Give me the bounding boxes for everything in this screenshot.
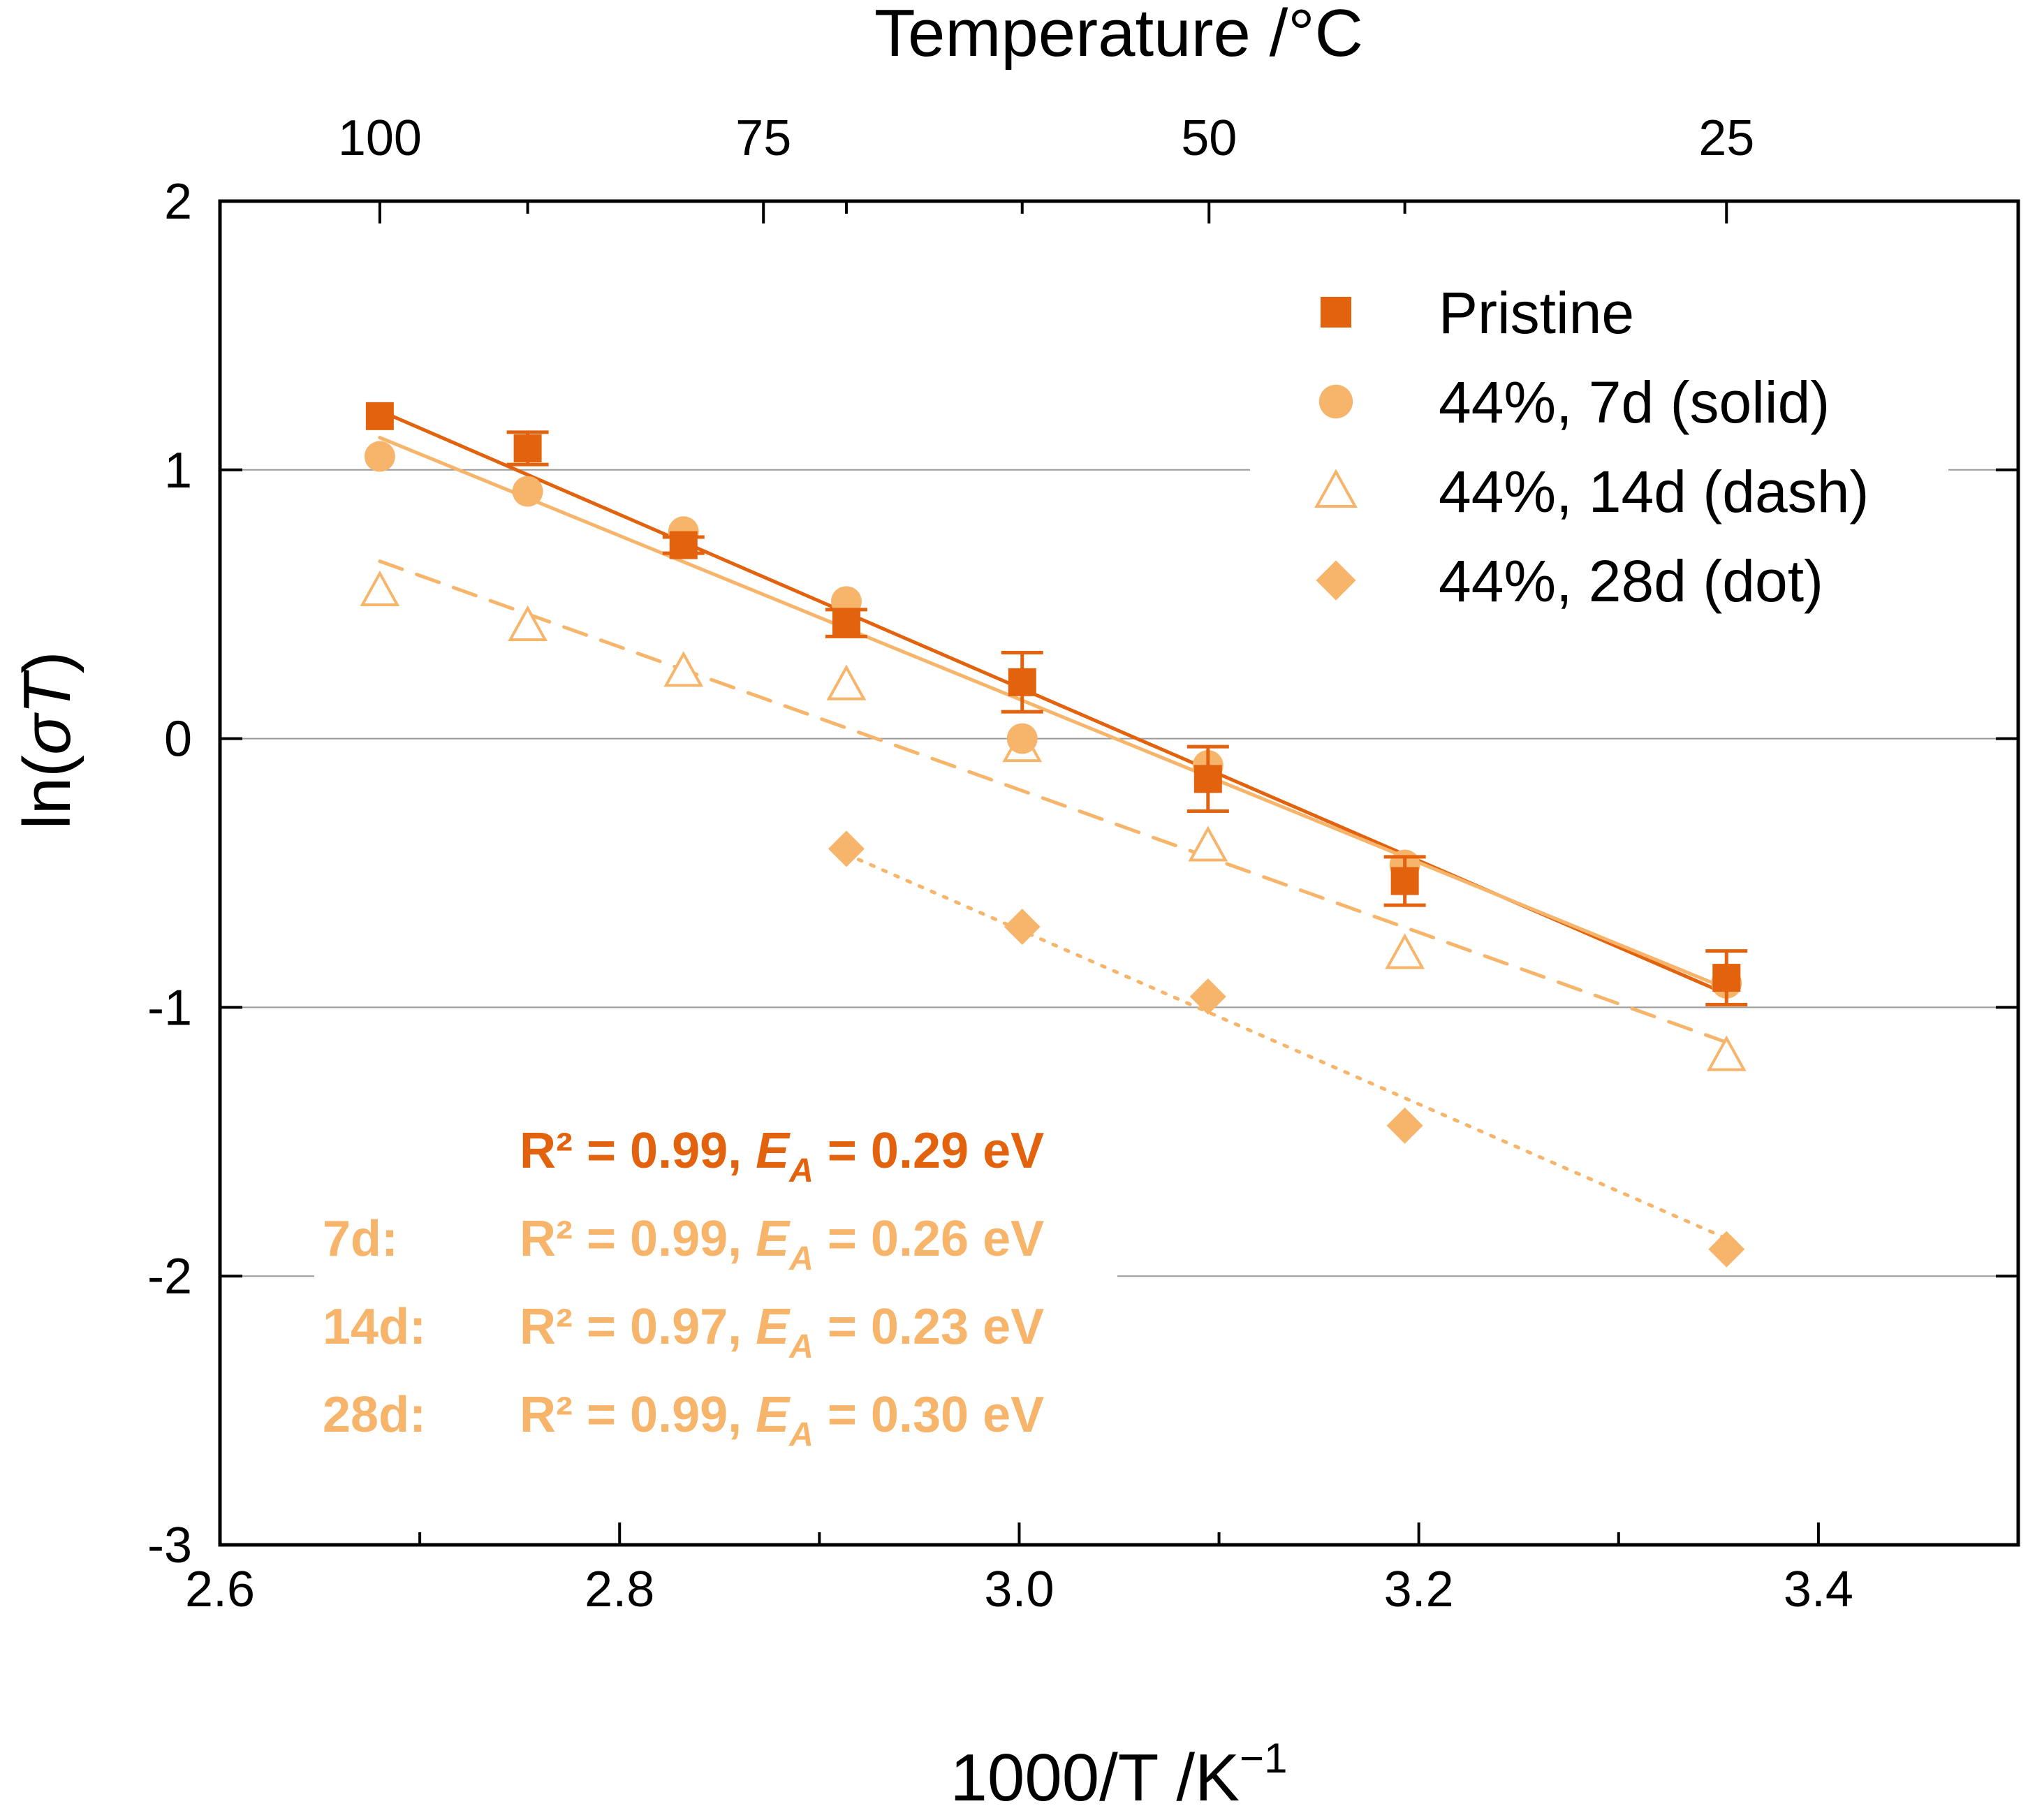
legend-marker bbox=[1321, 297, 1351, 328]
legend-label: 44%, 7d (solid) bbox=[1439, 369, 1830, 435]
top-tick-label: 25 bbox=[1698, 110, 1754, 166]
y-tick-label: -1 bbox=[147, 980, 192, 1036]
data-point-series-0 bbox=[832, 609, 860, 638]
data-point-series-3 bbox=[1708, 1231, 1745, 1268]
y-axis-title: ln(σT) bbox=[10, 651, 84, 829]
x-tick-label: 2.8 bbox=[585, 1562, 654, 1617]
legend-marker bbox=[1314, 469, 1358, 508]
annotation-fit-stats: R² = 0.97, EA = 0.23 eV bbox=[520, 1299, 1044, 1365]
top-axis-title: Temperature /°C bbox=[874, 0, 1363, 71]
data-point-series-2 bbox=[1706, 1035, 1747, 1071]
legend: Pristine 44%, 7d (solid) 44%, 14d (dash) 44… bbox=[1250, 264, 1948, 634]
x-tick-label: 3.2 bbox=[1384, 1562, 1454, 1617]
data-point-series-2 bbox=[1385, 933, 1425, 969]
y-tick-label: -3 bbox=[147, 1518, 192, 1573]
legend-marker bbox=[1318, 384, 1353, 419]
data-point-series-2 bbox=[508, 605, 548, 641]
fit-line-series-3 bbox=[844, 852, 1728, 1240]
data-point-series-0 bbox=[1712, 964, 1741, 992]
annotation-fit-stats: R² = 0.99, EA = 0.26 eV bbox=[520, 1211, 1044, 1277]
annotation-prefix: 14d: bbox=[323, 1299, 426, 1355]
data-point-series-2 bbox=[826, 664, 867, 700]
fit-lines-layer bbox=[378, 409, 1728, 1240]
legend-label: 44%, 14d (dash) bbox=[1439, 459, 1869, 524]
legend-label: 44%, 28d (dot) bbox=[1439, 548, 1823, 614]
annotation-fit-stats: R² = 0.99, EA = 0.29 eV bbox=[520, 1123, 1044, 1189]
data-point-series-1 bbox=[1006, 723, 1038, 754]
x-axis-title: 1000/T /K−1 bbox=[950, 1735, 1288, 1815]
data-point-series-0 bbox=[365, 402, 394, 430]
data-point-series-3 bbox=[828, 830, 865, 867]
annotation-fit-stats: R² = 0.99, EA = 0.30 eV bbox=[520, 1387, 1044, 1453]
data-point-series-3 bbox=[1189, 978, 1226, 1015]
x-tick-label: 3.4 bbox=[1784, 1562, 1853, 1617]
annotation-prefix: 28d: bbox=[323, 1387, 426, 1443]
data-point-series-1 bbox=[364, 441, 395, 472]
markers-layer bbox=[360, 402, 1748, 1268]
data-point-series-0 bbox=[1390, 867, 1419, 895]
x-axis-title-superscript: −1 bbox=[1240, 1735, 1287, 1782]
legend-label: Pristine bbox=[1439, 280, 1634, 346]
annotation-prefix: 7d: bbox=[323, 1211, 398, 1267]
x-axis-title-main: 1000/T /K bbox=[950, 1740, 1240, 1815]
x-tick-label: 2.6 bbox=[185, 1562, 255, 1617]
legend-background bbox=[1250, 264, 1948, 634]
y-tick-label: -2 bbox=[147, 1249, 192, 1305]
data-point-series-0 bbox=[513, 434, 542, 463]
data-point-series-0 bbox=[1193, 765, 1222, 793]
y-tick-label: 0 bbox=[164, 712, 192, 768]
data-point-series-3 bbox=[1386, 1107, 1423, 1144]
data-point-series-3 bbox=[1004, 908, 1041, 945]
data-point-series-0 bbox=[1008, 668, 1036, 696]
data-point-series-1 bbox=[512, 476, 543, 507]
legend-marker bbox=[1316, 560, 1356, 601]
y-tick-label: 2 bbox=[164, 174, 192, 230]
data-point-series-2 bbox=[663, 651, 704, 687]
annotation-background bbox=[314, 1103, 1117, 1453]
axes-layer: 2.6 2.8 3.0 3.2 3.4 2 1 0 -1 -2 -3 100 75 50 25 bbox=[147, 110, 2018, 1617]
top-tick-label: 100 bbox=[338, 110, 422, 166]
fit-line-series-2 bbox=[378, 559, 1728, 1044]
fit-line-series-1 bbox=[378, 436, 1728, 990]
y-tick-label: 1 bbox=[164, 443, 192, 499]
top-tick-label: 50 bbox=[1181, 110, 1237, 166]
plot-frame bbox=[218, 199, 2020, 1547]
top-tick-label: 75 bbox=[735, 110, 791, 166]
data-point-series-2 bbox=[1188, 825, 1228, 862]
data-point-series-0 bbox=[669, 531, 698, 559]
fit-annotations: R² = 0.99, EA = 0.29 eV 7d: R² = 0.99, EA … bbox=[314, 1103, 1117, 1453]
data-point-series-2 bbox=[360, 570, 400, 606]
x-tick-label: 3.0 bbox=[984, 1562, 1054, 1617]
